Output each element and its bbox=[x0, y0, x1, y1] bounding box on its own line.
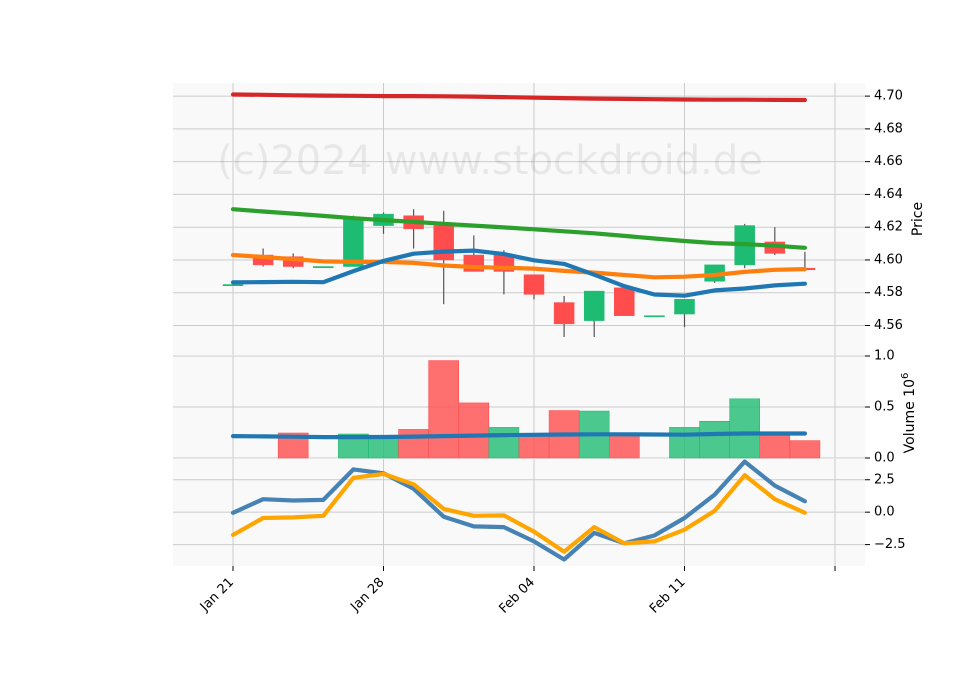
price-tick-label: 4.56 bbox=[874, 318, 903, 333]
price-axis-label: Price bbox=[910, 202, 926, 236]
candle-down bbox=[433, 225, 454, 261]
candle-down bbox=[614, 287, 635, 316]
watermark-text: (c)2024 www.stockdroid.de bbox=[217, 138, 763, 184]
oscillator-tick-label: 2.5 bbox=[874, 472, 895, 487]
price-moving-average-line-4 bbox=[230, 248, 807, 298]
price-tick-label: 4.64 bbox=[874, 187, 903, 202]
price-panel-background bbox=[173, 83, 865, 355]
volume-tick-label: 0.5 bbox=[874, 400, 895, 415]
candle-down bbox=[553, 302, 575, 325]
volume-bar bbox=[518, 433, 550, 459]
oscillator-line-1 bbox=[230, 459, 807, 562]
candle-up bbox=[222, 284, 244, 286]
volume-bar bbox=[699, 420, 730, 459]
volume-bar bbox=[608, 434, 640, 459]
candle-up bbox=[674, 299, 695, 315]
price-tick-label: 4.60 bbox=[874, 252, 903, 267]
volume-bar bbox=[458, 402, 490, 459]
candle-down bbox=[523, 274, 545, 295]
price-tick-label: 4.62 bbox=[874, 220, 903, 235]
price-tick-label: 4.70 bbox=[874, 89, 903, 104]
volume-tick-label: 1.0 bbox=[874, 349, 895, 364]
volume-bar bbox=[789, 440, 821, 459]
volume-bar bbox=[729, 398, 761, 459]
volume-average-line-1 bbox=[230, 431, 807, 440]
oscillator-line-2 bbox=[230, 471, 807, 554]
price-tick-label: 4.66 bbox=[874, 154, 903, 169]
x-tick-label: Jan 28 bbox=[347, 575, 387, 615]
candle-up bbox=[313, 266, 334, 268]
oscillator-tick-label: −2.5 bbox=[874, 537, 906, 552]
price-moving-average-line-1 bbox=[230, 92, 807, 103]
x-tick-label: Jan 21 bbox=[197, 575, 237, 615]
volume-bar bbox=[759, 435, 791, 459]
volume-axis-label: Volume 106 bbox=[900, 373, 918, 454]
price-tick-label: 4.68 bbox=[874, 121, 903, 136]
price-tick-label: 4.58 bbox=[874, 285, 903, 300]
price-moving-average-line-2 bbox=[230, 207, 807, 250]
volume-bar bbox=[488, 427, 520, 459]
candle-up bbox=[343, 218, 364, 267]
volume-bar bbox=[428, 360, 460, 459]
volume-bar bbox=[669, 427, 700, 459]
candle-up bbox=[644, 315, 665, 318]
oscillator-tick-label: 0.0 bbox=[874, 505, 895, 520]
volume-bar bbox=[398, 429, 429, 459]
price-moving-average-line-3 bbox=[230, 252, 807, 280]
x-tick-label: Feb 04 bbox=[496, 575, 538, 617]
volume-tick-label: 0.0 bbox=[874, 451, 895, 466]
candle-up bbox=[583, 290, 605, 321]
x-tick-label: Feb 11 bbox=[647, 575, 689, 617]
